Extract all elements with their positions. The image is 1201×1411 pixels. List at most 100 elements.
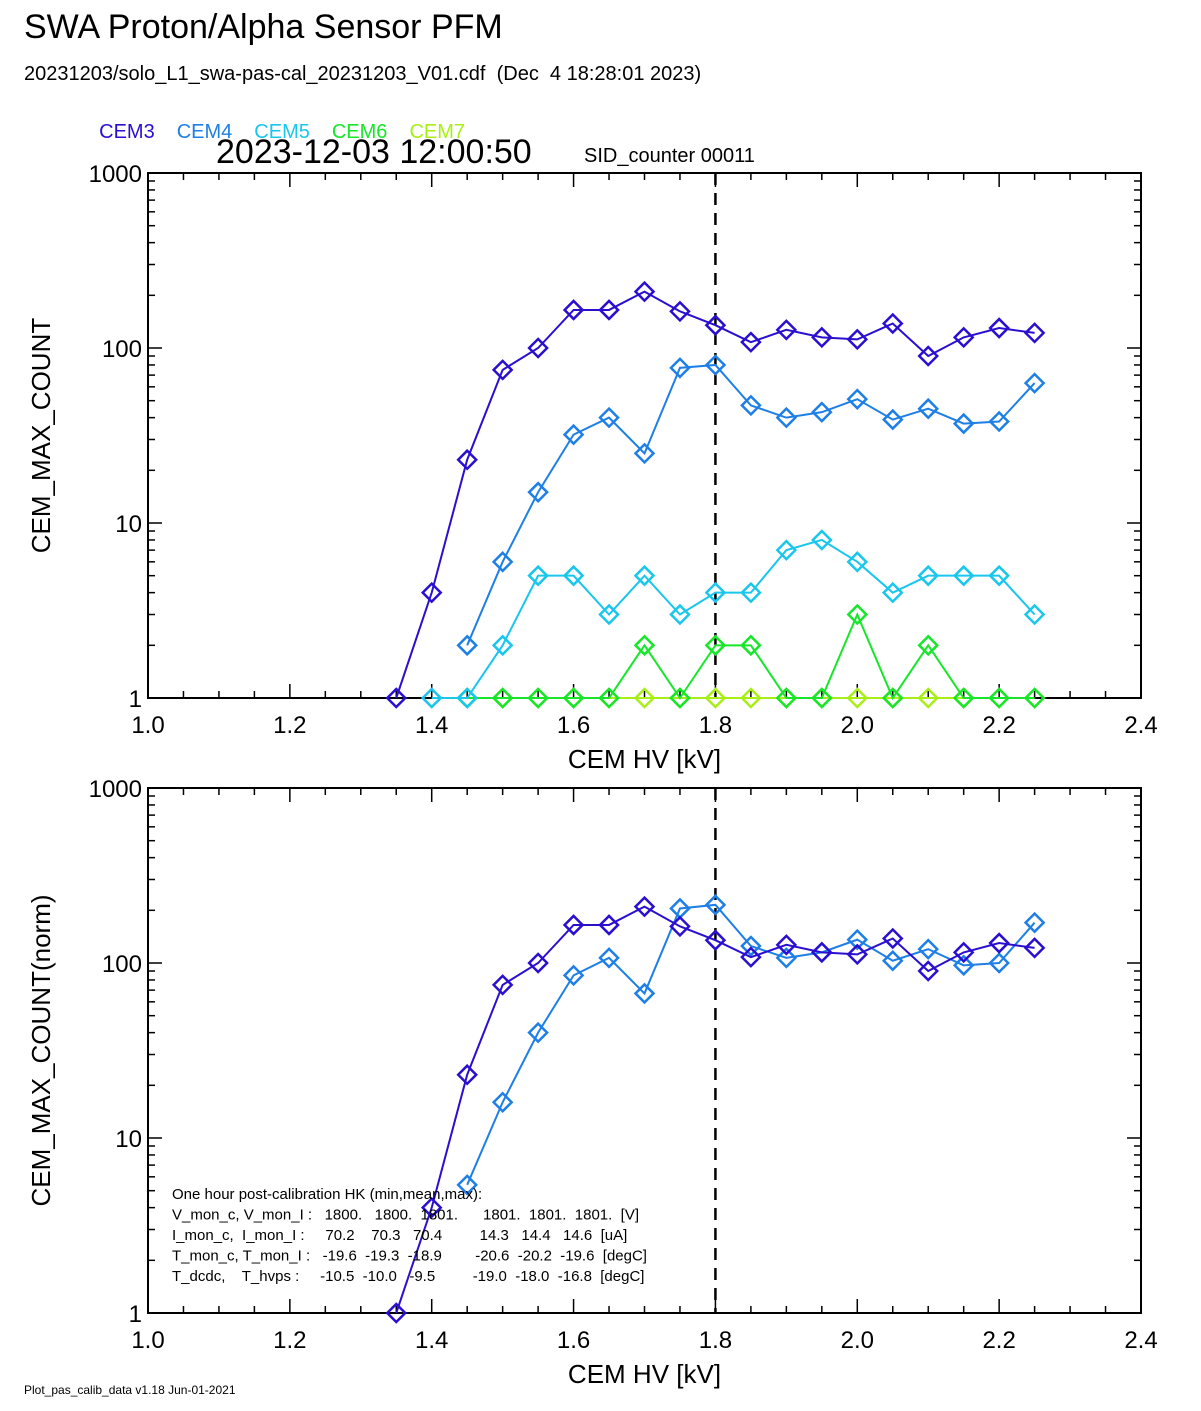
y-tick-label: 1 — [129, 1301, 142, 1328]
file-subtitle: 20231203/solo_L1_swa-pas-cal_20231203_V0… — [24, 63, 702, 85]
data-point — [527, 337, 549, 359]
data-point — [704, 581, 727, 604]
data-point — [988, 317, 1010, 339]
data-point — [952, 954, 975, 977]
data-point — [704, 314, 727, 336]
y-axis-title: CEM_MAX_COUNT(norm) — [26, 894, 56, 1206]
data-point — [988, 687, 1010, 709]
data-point — [811, 687, 833, 709]
legend-entry-cem7: CEM7 — [409, 121, 466, 143]
data-point — [562, 423, 585, 446]
series-cem5 — [420, 529, 1046, 709]
series-line-cem3 — [395, 905, 1035, 1314]
data-point — [633, 280, 656, 303]
data-point — [491, 1091, 514, 1114]
data-point — [598, 687, 620, 709]
legend-entry-cem4: CEM4 — [176, 121, 233, 143]
data-point — [775, 947, 798, 969]
data-point — [562, 964, 585, 987]
data-point — [527, 564, 549, 587]
data-point — [740, 935, 762, 957]
data-point — [988, 564, 1010, 587]
data-point — [598, 947, 620, 969]
data-point — [952, 941, 975, 964]
data-point — [527, 687, 549, 709]
data-point — [846, 328, 869, 351]
data-point — [491, 974, 514, 996]
data-point — [669, 603, 691, 626]
data-point — [740, 581, 762, 604]
data-point — [562, 564, 585, 587]
x-tick-label: 1.6 — [557, 712, 590, 739]
data-point — [1023, 937, 1046, 959]
data-point — [491, 359, 514, 381]
data-point — [598, 406, 620, 429]
data-point — [846, 551, 869, 573]
data-point — [704, 894, 727, 916]
x-tick-label: 1.8 — [699, 712, 732, 739]
data-point — [775, 319, 798, 341]
data-point — [740, 394, 762, 417]
y-tick-label: 100 — [102, 336, 142, 363]
x-tick-label: 2.2 — [982, 712, 1015, 739]
data-point — [1023, 603, 1046, 626]
x-tick-label: 1.0 — [131, 712, 164, 739]
data-point — [669, 915, 691, 938]
data-point — [846, 603, 869, 626]
data-point — [385, 1302, 408, 1324]
data-point — [704, 354, 727, 376]
series-cem4 — [456, 354, 1046, 657]
data-point — [456, 634, 478, 657]
data-point — [562, 914, 585, 936]
data-point — [740, 331, 762, 353]
y-tick-label: 1000 — [89, 161, 142, 188]
x-axis-title: CEM HV [kV] — [568, 1359, 721, 1389]
data-point — [669, 357, 691, 379]
data-point — [704, 687, 727, 709]
data-point — [846, 687, 869, 709]
data-point — [775, 687, 798, 709]
data-point — [881, 408, 904, 431]
data-point — [846, 928, 869, 951]
y-axis-title: CEM_MAX_COUNT — [26, 318, 56, 554]
x-tick-label: 1.6 — [557, 1327, 590, 1354]
series-line-cem5 — [431, 538, 1036, 699]
footer-version: Plot_pas_calib_data v1.18 Jun-01-2021 — [24, 1383, 236, 1397]
data-point — [562, 299, 585, 321]
data-point — [917, 345, 939, 367]
data-point — [491, 687, 514, 709]
data-point — [846, 388, 869, 410]
legend-entry-cem6: CEM6 — [331, 121, 388, 143]
plot-panel-1 — [147, 172, 1142, 709]
data-point — [491, 551, 514, 573]
data-point — [491, 634, 514, 657]
data-point — [633, 687, 656, 709]
data-point — [456, 448, 478, 471]
data-point — [420, 1196, 443, 1219]
x-tick-label: 2.0 — [841, 1327, 874, 1354]
data-point — [633, 895, 656, 918]
series-cem4 — [456, 894, 1046, 1196]
legend: CEM3 CEM4 CEM5 CEM6 CEM7 — [88, 98, 487, 144]
data-point — [952, 412, 975, 435]
data-point — [669, 687, 691, 709]
data-point — [704, 929, 727, 951]
data-point — [704, 634, 727, 657]
hk-line-3: I_mon_c, I_mon_I : 70.2 70.3 70.4 14.3 1… — [172, 1227, 627, 1244]
plot-frame — [147, 172, 1142, 699]
data-point — [881, 687, 904, 709]
data-point — [775, 539, 798, 561]
hk-line-5: T_dcdc, T_hvps : -10.5 -10.0 -9.5 -19.0 … — [172, 1268, 644, 1285]
data-point — [917, 960, 939, 982]
y-tick-label: 1000 — [89, 776, 142, 803]
x-tick-label: 1.0 — [131, 1327, 164, 1354]
data-point — [633, 564, 656, 587]
x-tick-label: 1.2 — [273, 1327, 306, 1354]
data-point — [1023, 911, 1046, 934]
x-tick-label: 2.4 — [1124, 712, 1157, 739]
x-tick-label: 1.8 — [699, 1327, 732, 1354]
x-tick-label: 2.0 — [841, 712, 874, 739]
x-tick-label: 2.2 — [982, 1327, 1015, 1354]
data-point — [527, 481, 549, 503]
data-point — [456, 1174, 478, 1196]
